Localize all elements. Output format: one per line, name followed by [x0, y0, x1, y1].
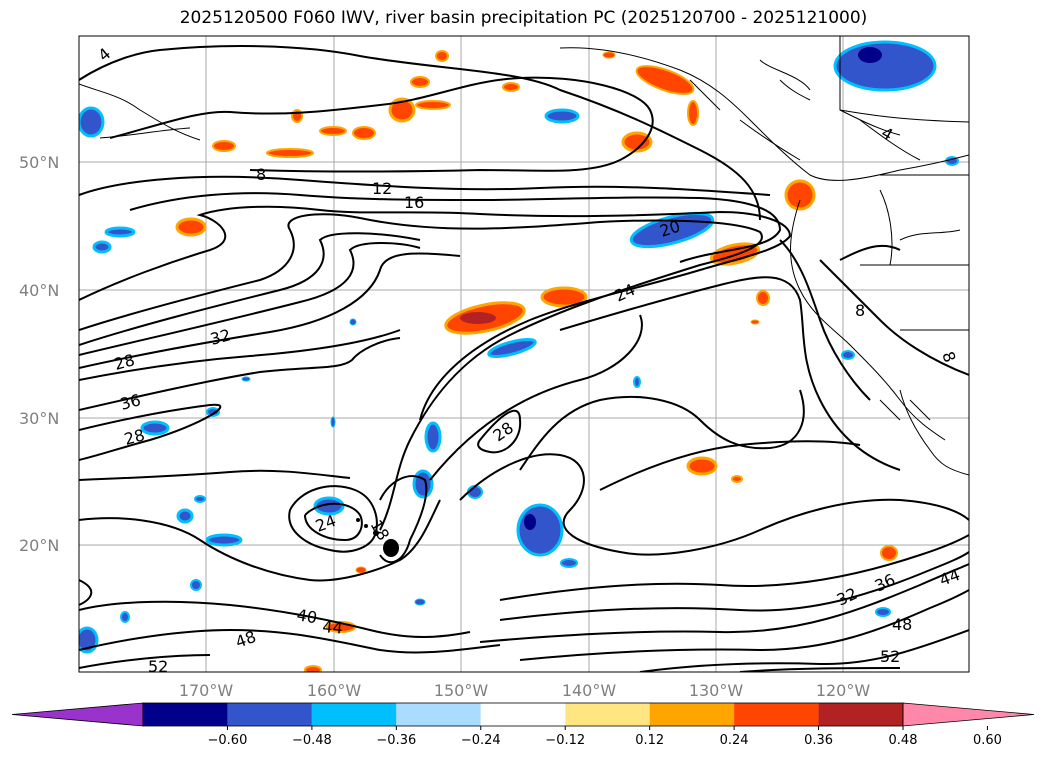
colorbar-segment: [734, 703, 819, 726]
lat-label: 40°N: [19, 281, 59, 300]
lon-label: 140°W: [562, 681, 617, 700]
map-title: 2025120500 F060 IWV, river basin precipi…: [179, 8, 868, 28]
gridlines: [79, 36, 969, 672]
contour-label: 28: [122, 425, 147, 449]
longitude-labels: 170°W 160°W 150°W 140°W 130°W 120°W: [179, 681, 871, 700]
iwv-contours: [79, 45, 969, 672]
colorbar-segment: [480, 703, 566, 726]
colorbar-tick-label: 0.24: [720, 733, 749, 748]
lon-label: 160°W: [307, 681, 362, 700]
colorbar-segment: [818, 703, 903, 726]
precip-anomaly-patches: [79, 40, 959, 672]
contour-label: 8: [256, 165, 266, 184]
colorbar-tick-label: 0.12: [635, 733, 664, 748]
colorbar-segment: [227, 703, 312, 726]
colorbar-tick-label: −0.12: [545, 733, 585, 748]
colorbar-segment: [311, 703, 397, 726]
lat-label: 20°N: [19, 536, 59, 555]
hawaii-islands: [356, 518, 399, 557]
contour-label: 16: [404, 193, 424, 212]
contour-label: 52: [880, 647, 900, 666]
colorbar-segment: [565, 703, 650, 726]
plot-frame: [78, 35, 970, 673]
colorbar-tick-label: −0.60: [208, 733, 248, 748]
contour-label: 36: [118, 390, 143, 414]
colorbar-segment: [649, 703, 735, 726]
contour-label: 28: [112, 350, 137, 374]
contour-label: 12: [372, 179, 392, 198]
colorbar-tick-label: −0.36: [376, 733, 416, 748]
lon-label: 170°W: [179, 681, 234, 700]
colorbar-tick-label: 0.36: [804, 733, 833, 748]
colorbar-tick-labels: −0.60 −0.48 −0.36 −0.24 −0.12 0.12 0.24 0.36 0.4…: [208, 733, 1002, 748]
colorbar-extension-high: [902, 702, 1035, 727]
colorbar-tick-label: 0.60: [973, 733, 1002, 748]
lon-label: 150°W: [434, 681, 489, 700]
colorbar-segment: [143, 703, 228, 726]
colorbar-tick-label: 0.48: [889, 733, 918, 748]
contour-label: 48: [892, 615, 912, 634]
contour-label: 52: [148, 657, 168, 676]
coastlines: [79, 36, 969, 476]
lat-label: 30°N: [19, 409, 59, 428]
colorbar-segment: [396, 703, 481, 726]
contour-label: 32: [208, 325, 233, 349]
colorbar-tick-label: −0.48: [292, 733, 332, 748]
colorbar-frame: [142, 702, 904, 727]
colorbar-tick-label: −0.24: [461, 733, 501, 748]
colorbar: [11, 702, 1035, 730]
contour-label: 40: [295, 605, 318, 627]
contour-label: 44: [322, 617, 344, 638]
latitude-labels: 50°N 40°N 30°N 20°N: [19, 153, 59, 555]
lon-label: 130°W: [689, 681, 744, 700]
lon-label: 120°W: [816, 681, 871, 700]
contour-label: 8: [855, 301, 865, 320]
lat-label: 50°N: [19, 153, 59, 172]
colorbar-extension-low: [11, 702, 144, 727]
